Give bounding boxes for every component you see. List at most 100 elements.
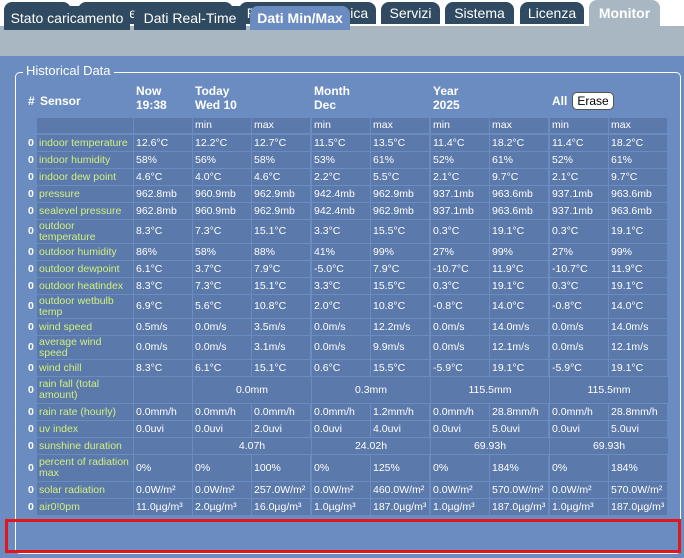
history-value: 0% — [550, 455, 608, 481]
history-value: 7.9°C — [371, 261, 429, 277]
sensor-name: sunshine duration — [37, 438, 133, 454]
now-value: 0.0m/s — [134, 336, 192, 359]
history-value: 19.1°C — [490, 278, 548, 294]
now-value: 0.0uvi — [134, 421, 192, 437]
history-value: 0.0mm/h — [550, 404, 608, 420]
history-value: 58% — [252, 152, 310, 168]
row-index: 0 — [28, 439, 34, 452]
history-value: 125% — [371, 455, 429, 481]
history-total: 24.02h — [312, 438, 430, 454]
row-index: 0 — [28, 461, 34, 474]
historical-fieldset-wrap: Historical Data — [0, 56, 684, 558]
history-value: 61% — [371, 152, 429, 168]
history-value: 1.0µg/m³ — [550, 499, 608, 515]
sub-tab-bar — [0, 26, 684, 56]
history-value: 56% — [193, 152, 251, 168]
now-value: 962.8mb — [134, 186, 192, 202]
history-value: 53% — [312, 152, 370, 168]
sensor-name: rain fall (total amount) — [37, 377, 133, 403]
period-header: Now — [136, 84, 162, 98]
minmax-blank — [134, 118, 192, 133]
history-value: 15.1°C — [252, 220, 310, 243]
history-value: 12.1m/s — [490, 336, 548, 359]
subtab-dati-real-time[interactable]: Dati Real-Time — [134, 6, 246, 30]
fieldset-legend: Historical Data — [23, 63, 114, 78]
minmax-label: min — [431, 118, 489, 133]
history-value: 15.1°C — [252, 278, 310, 294]
history-value: 0.3°C — [431, 278, 489, 294]
minmax-label: max — [609, 118, 667, 133]
now-value: 0.5m/s — [134, 319, 192, 335]
tab-licenza[interactable]: Licenza — [520, 2, 584, 24]
now-value: 6.9°C — [134, 295, 192, 318]
history-value: 99% — [609, 244, 667, 260]
history-value: 100% — [252, 455, 310, 481]
history-value: 27% — [550, 244, 608, 260]
history-value: 0.0W/m² — [312, 482, 370, 498]
subtab-stato-caricamento[interactable]: Stato caricamento — [4, 6, 130, 30]
historical-data-fieldset — [15, 72, 681, 554]
row-index: 0 — [28, 225, 34, 237]
history-value: 14.0m/s — [609, 319, 667, 335]
history-value: 0.0mm/h — [312, 404, 370, 420]
period-subheader: 2025 — [433, 98, 460, 112]
period-subheader: 19:38 — [136, 98, 167, 112]
tab-sistema[interactable]: Sistema — [445, 2, 514, 24]
history-total: 115.5mm — [550, 377, 668, 403]
history-value: 19.1°C — [609, 220, 667, 243]
history-value: -5.9°C — [431, 360, 489, 376]
history-value: 963.6mb — [490, 203, 548, 219]
history-value: 1.2mm/h — [371, 404, 429, 420]
erase-button[interactable]: Erase — [572, 92, 614, 110]
history-value: 0% — [431, 455, 489, 481]
history-total: 4.07h — [193, 438, 311, 454]
history-value: 2.1°C — [431, 169, 489, 185]
history-value: 0.6°C — [312, 360, 370, 376]
period-header: Year — [433, 84, 459, 98]
history-value: -10.7°C — [431, 261, 489, 277]
history-value: 2.0uvi — [252, 421, 310, 437]
history-value: 19.1°C — [490, 360, 548, 376]
sensor-name: uv index — [37, 421, 133, 437]
subtab-dati-min-max[interactable]: Dati Min/Max — [250, 6, 350, 30]
history-value: 184% — [609, 455, 667, 481]
history-value: 88% — [252, 244, 310, 260]
history-value: 7.3°C — [193, 278, 251, 294]
row-index: 0 — [28, 170, 34, 183]
history-value: 7.3°C — [193, 220, 251, 243]
sensor-name: outdoor wetbulb temp — [37, 295, 133, 318]
history-value: 3.1m/s — [252, 336, 310, 359]
history-value: 12.2°C — [193, 135, 251, 151]
minmax-label: min — [550, 118, 608, 133]
history-total: 0.3mm — [312, 377, 430, 403]
period-subheader: Dec — [314, 98, 337, 112]
history-value: 2.2°C — [312, 169, 370, 185]
history-value: 0.0uvi — [431, 421, 489, 437]
history-value: 10.8°C — [252, 295, 310, 318]
history-value: 460.0W/m² — [371, 482, 429, 498]
history-value: 18.2°C — [609, 135, 667, 151]
tab-monitor[interactable]: Monitor — [589, 0, 660, 26]
history-value: 0.0W/m² — [550, 482, 608, 498]
now-value: 962.8mb — [134, 203, 192, 219]
history-value: 41% — [312, 244, 370, 260]
minmax-label: max — [252, 118, 310, 133]
history-value: 0.0m/s — [312, 336, 370, 359]
history-value: 9.9m/s — [371, 336, 429, 359]
history-value: 570.0W/m² — [490, 482, 548, 498]
now-value: 0.0mm/h — [134, 404, 192, 420]
history-total: 115.5mm — [431, 377, 549, 403]
row-index: 0 — [28, 300, 34, 312]
sensor-name: average wind speed — [37, 336, 133, 359]
history-value: 962.9mb — [371, 203, 429, 219]
now-value: 11.0µg/m³ — [134, 499, 192, 515]
history-value: 18.2°C — [490, 135, 548, 151]
now-value: 6.1°C — [134, 261, 192, 277]
tab-servizi[interactable]: Servizi — [381, 2, 440, 24]
history-value: 187.0µg/m³ — [490, 499, 548, 515]
history-value: 0.0uvi — [550, 421, 608, 437]
row-index: 0 — [28, 483, 34, 496]
row-index: 0 — [28, 204, 34, 217]
row-index: 0 — [28, 422, 34, 435]
sensor-name: indoor dew point — [37, 169, 133, 185]
